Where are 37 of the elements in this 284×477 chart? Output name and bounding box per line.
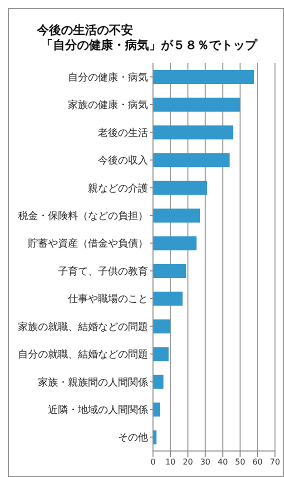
y-tick-label: 税金・保険料（などの負担） (18, 210, 148, 222)
y-tick-label: 親などの介護 (88, 182, 148, 194)
x-tick-label: 70 (270, 458, 280, 467)
bar (153, 374, 164, 389)
y-tick-label: 家族の就職、結婚などの問題 (18, 320, 148, 333)
y-tick-label: 自分の健康・病気 (68, 71, 148, 84)
y-tick-label: 老後の生活 (98, 126, 148, 139)
bar (153, 180, 208, 195)
y-tick-label: 今後の収入 (98, 154, 148, 167)
bar (153, 402, 160, 417)
bar (153, 292, 183, 306)
y-tick-label: 家族・親族間の人間関係 (38, 376, 148, 388)
bar (153, 125, 234, 140)
bar (153, 236, 197, 250)
chart-subtitle: 「自分の健康・病気」が５８％でトップ (40, 38, 258, 53)
x-tick-label: 0 (150, 458, 156, 467)
bar (153, 319, 170, 334)
y-tick-label: 近隣・地域の人間関係 (48, 404, 148, 416)
bar (153, 153, 230, 168)
y-tick-label: 仕事や職場のこと (68, 293, 148, 306)
y-tick-label: 貯蓄や資産（借金や負債） (28, 238, 148, 250)
x-tick-label: 60 (252, 458, 263, 467)
x-tick-label: 20 (182, 458, 193, 467)
bar (153, 347, 169, 362)
x-tick-label: 30 (200, 458, 210, 467)
x-tick-label: 10 (165, 458, 176, 467)
x-tick-label: 50 (235, 458, 246, 467)
bar (153, 70, 254, 84)
chart-title: 今後の生活の不安 (37, 23, 134, 38)
bar (153, 98, 240, 112)
bar (153, 264, 186, 278)
y-tick-label: 家族の健康・病気 (68, 99, 148, 112)
x-tick-label: 40 (218, 458, 228, 467)
y-tick-label: 子育て、子供の教育 (58, 265, 148, 278)
y-tick-label: 自分の就職、結婚などの問題 (18, 348, 148, 361)
y-tick-label: その他 (118, 432, 148, 444)
bar (153, 208, 200, 223)
